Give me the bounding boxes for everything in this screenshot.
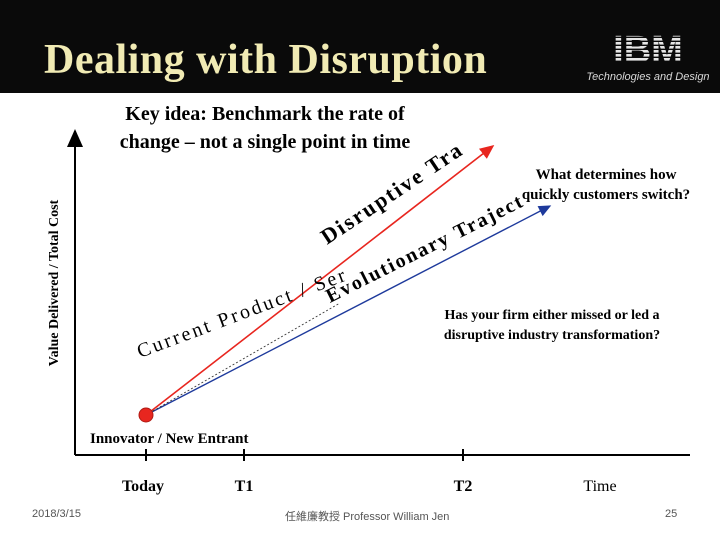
ibm-logo: IBM Technologies and Design — [583, 26, 713, 90]
question-transformation-line1: Has your firm either missed or led a — [444, 308, 659, 323]
logo-subtitle: Technologies and Design — [586, 71, 710, 83]
key-idea-line1: Key idea: Benchmark the rate of — [125, 103, 405, 125]
question-switch-line1: What determines how — [536, 167, 677, 183]
x-axis-label: Time — [583, 478, 616, 495]
current-trajectory-line — [145, 302, 341, 416]
origin-point — [138, 407, 154, 423]
tick-label-today: Today — [122, 478, 164, 495]
question-switch-line2: quickly customers switch? — [522, 187, 690, 203]
logo-wordmark: IBM — [613, 29, 683, 71]
tick-label-t1: T1 — [235, 478, 254, 495]
footer-author: 任維廉教授 Professor William Jen — [285, 511, 450, 523]
y-axis-label: Value Delivered / Total Cost — [47, 199, 62, 366]
disruptive-trajectory-line — [145, 145, 495, 416]
tick-label-t2: T2 — [454, 478, 473, 495]
ibm-logo-icon: IBM — [613, 29, 683, 71]
page-number: 25 — [665, 508, 678, 520]
disruption-diagram: Key idea: Benchmark the rate of change –… — [0, 93, 690, 495]
slide-title: Dealing with Disruption — [44, 37, 488, 83]
evolutionary-trajectory-line — [145, 205, 552, 416]
evolutionary-trajectory-label: Evolutionary Trajectory — [0, 93, 528, 307]
origin-label: Innovator / New Entrant — [90, 431, 248, 447]
diagram-area: Key idea: Benchmark the rate of change –… — [0, 93, 720, 540]
header-bar: Dealing with Disruption IBM Technologies… — [0, 0, 720, 93]
question-transformation-line2: disruptive industry transformation? — [444, 328, 660, 343]
footer-date: 2018/3/15 — [32, 508, 81, 520]
key-idea-line2: change – not a single point in time — [120, 131, 411, 153]
